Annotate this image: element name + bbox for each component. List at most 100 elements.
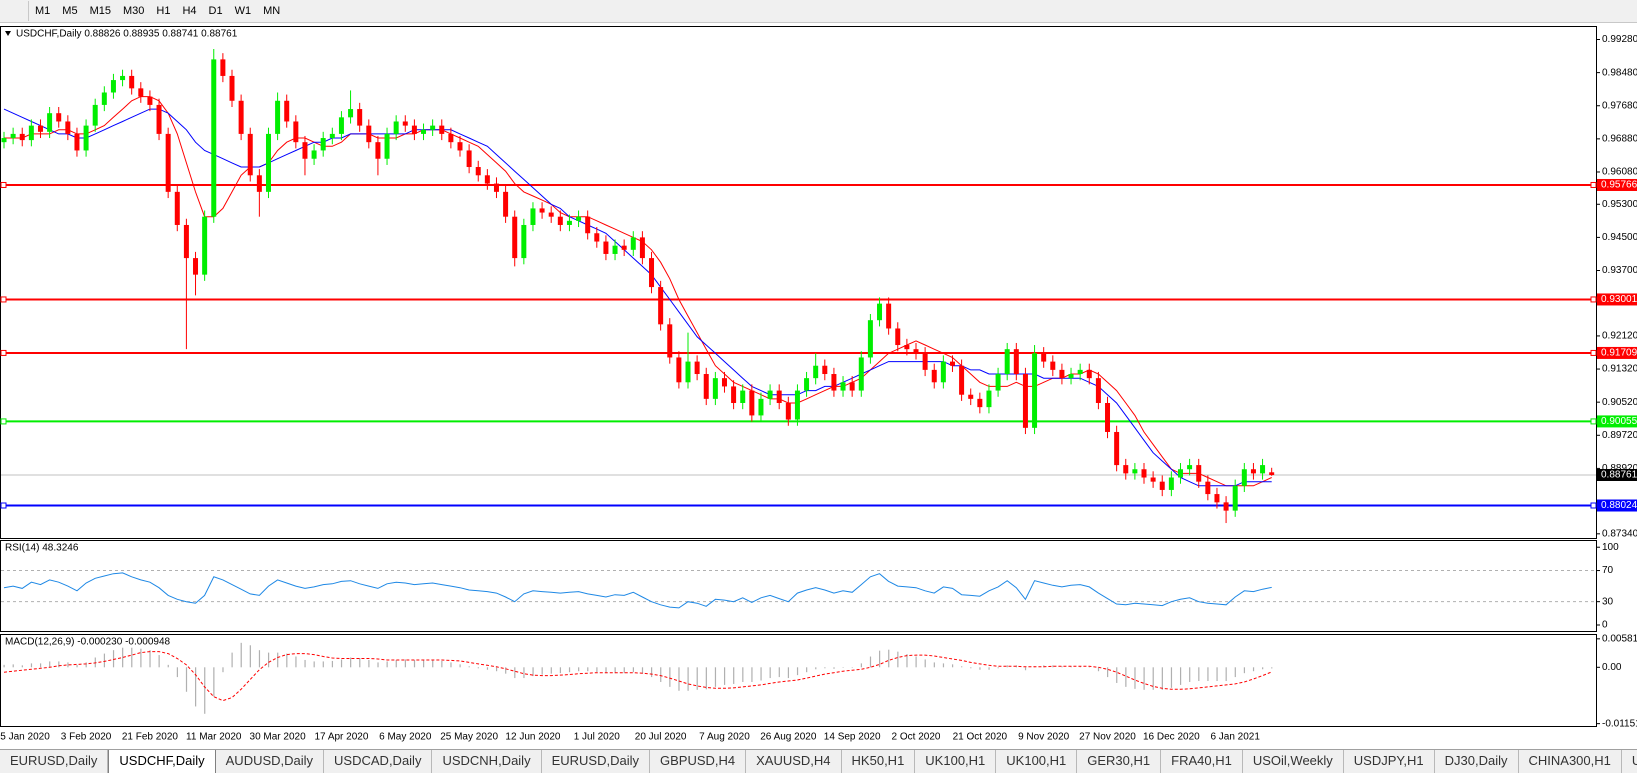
macd-bar [1070,666,1072,668]
timeframe-button[interactable]: M5 [62,5,78,17]
y-tick-label: 0.94500 [1602,232,1637,243]
candle-body [411,125,417,134]
candle-body [512,216,518,259]
candle-body [922,353,928,370]
candle-body [193,258,199,275]
chart-tab[interactable]: USDCNH,Daily [432,750,542,773]
macd-bar [1024,667,1027,671]
candle-body [110,80,116,93]
macd-bar [860,663,862,668]
candle-body [1095,378,1101,403]
timeframe-button[interactable]: D1 [208,5,223,17]
level-handle [0,349,7,356]
macd-bar [596,667,598,673]
chart-tab[interactable]: UK100,H1 [915,750,997,773]
x-tick-label: 6 May 2020 [379,732,432,743]
macd-bar [842,667,844,668]
candle-body [329,133,335,139]
rsi-title: RSI(14) 48.3246 [5,543,79,554]
macd-bar [550,667,552,674]
x-tick-label: 17 Apr 2020 [314,732,368,743]
macd-bar [824,667,826,669]
level-handle [0,296,7,303]
candle-body [731,386,737,403]
current-price-box [1597,468,1637,481]
macd-bar [176,667,178,678]
timeframe-button[interactable]: M30 [122,5,145,17]
macd-bar [1179,667,1182,685]
chart-tab[interactable]: XAUUSD,H4 [746,750,842,773]
chart-tab[interactable]: UK100,H1 [996,750,1078,773]
chart-tab[interactable]: USOil, [1622,750,1637,773]
candle-body [959,365,965,395]
macd-bar [1079,666,1081,668]
macd-bar [879,650,881,668]
level-label: 0.93001 [1601,294,1637,305]
chart-tab[interactable]: GBPUSD,H4 [650,750,747,773]
x-tick-label: 12 Jun 2020 [505,732,560,743]
timeframe-button[interactable]: H1 [156,5,171,17]
chart-tab[interactable]: FRA40,H1 [1161,750,1243,773]
y-tick-label: -0.011514 [1602,718,1637,729]
timeframe-button[interactable]: H4 [182,5,197,17]
candle-body [548,212,554,217]
chart-tab[interactable]: EURUSD,Daily [0,750,109,773]
macd-bar [897,651,899,668]
macd-bar [1143,667,1145,690]
candle-body [694,361,700,375]
candle-body [822,365,828,375]
candle-body [1114,431,1120,466]
toolbar-icon[interactable] [0,1,29,21]
chart-tab[interactable]: AUDUSD,Daily [216,750,325,773]
candle-body [1187,465,1193,470]
macd-bar [632,667,634,673]
chart-tab[interactable]: CHINA300,H1 [1519,750,1622,773]
timeframe-button[interactable]: W1 [234,5,252,17]
candle-body [521,224,527,259]
candle-body [65,121,71,134]
x-tick-label: 15 Jan 2020 [0,732,50,743]
candle-body [129,75,135,89]
y-tick-label: 0.87340 [1602,528,1637,539]
chart-tab[interactable]: USDCAD,Daily [324,750,433,773]
x-tick-label: 30 Mar 2020 [250,732,307,743]
chart-window: USDCHF,Daily 0.88826 0.88935 0.88741 0.8… [0,26,1637,743]
y-tick-label: 0.92120 [1602,331,1637,342]
chart-tab[interactable]: HK50,H1 [842,750,916,773]
macd-bar [705,667,707,690]
macd-bar [395,659,397,668]
x-tick-label: 7 Aug 2020 [699,732,750,743]
candle-body [831,374,837,391]
rsi-line [3,572,1272,609]
timeframe-button[interactable]: M15 [89,5,111,17]
chart-tab[interactable]: EURUSD,Daily [542,750,650,773]
timeframe-button[interactable]: M1 [35,5,51,17]
candle-body [557,216,563,225]
macd-bar [1198,667,1200,681]
chart-tab[interactable]: GER30,H1 [1077,750,1162,773]
candle-body [457,142,463,151]
candle-body [147,96,153,105]
macd-title: MACD(12,26,9) -0.000230 -0.000948 [5,637,171,648]
chart-tab[interactable]: USDCHF,Daily [108,750,216,773]
chart-tab[interactable]: DJ30,Daily [1435,750,1519,773]
macd-bar [532,667,534,677]
candle-body [913,349,919,354]
macd-bar [1170,667,1173,688]
macd-bar [778,667,780,678]
macd-bar [1125,667,1127,687]
collapse-arrow[interactable] [5,31,11,36]
candle-body [19,133,25,141]
chart-tab[interactable]: USDJPY,H1 [1344,750,1435,773]
candle-body [840,382,846,391]
candle-body [986,390,992,408]
candle-body [968,394,974,399]
level-label: 0.95766 [1601,180,1637,191]
chart-tab[interactable]: USOil,Weekly [1243,750,1344,773]
macd-bar [76,664,78,668]
candle-body [183,224,189,259]
macd-signal [3,651,1272,702]
timeframe-button[interactable]: MN [263,5,281,17]
macd-bar [1161,667,1163,690]
macd-bar [869,656,872,668]
